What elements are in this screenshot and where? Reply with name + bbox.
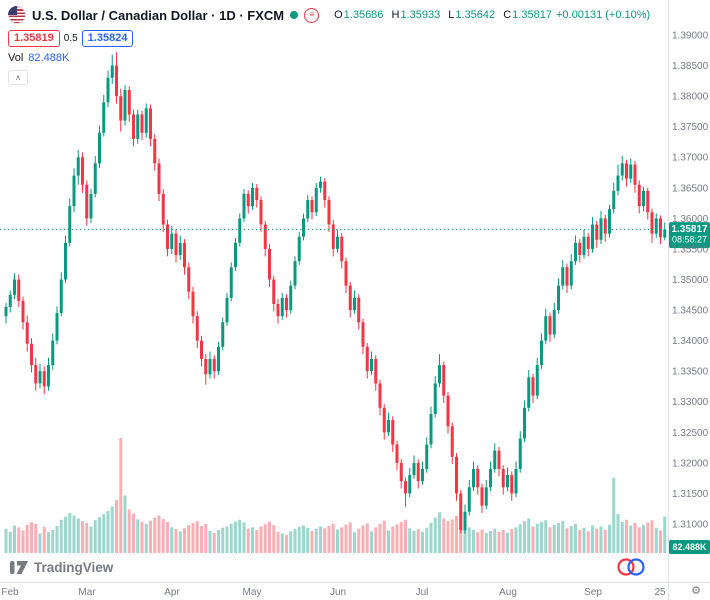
svg-text:1.38000: 1.38000 [672, 92, 709, 103]
bid-ask-row: 1.35819 0.5 1.35824 [8, 29, 650, 47]
svg-text:1.35000: 1.35000 [672, 275, 709, 286]
symbol-menu-icon[interactable]: ≡ [304, 7, 320, 23]
chart-legend: U.S. Dollar / Canadian Dollar · 1D · FXC… [8, 5, 650, 85]
change-value: +0.00131 (+0.10%) [556, 9, 651, 21]
svg-text:1.33000: 1.33000 [672, 397, 709, 408]
svg-text:1.37000: 1.37000 [672, 153, 709, 164]
bar-countdown: 08:58:27 [672, 235, 707, 245]
svg-text:1.39000: 1.39000 [672, 31, 709, 42]
tradingview-wordmark: TradingView [34, 559, 114, 575]
svg-text:Mar: Mar [78, 587, 96, 598]
ohlc-readout: O1.35686 H1.35933 L1.35642 C1.35817 +0.0… [329, 9, 650, 21]
low-value: 1.35642 [455, 9, 496, 21]
svg-text:1.34000: 1.34000 [672, 336, 709, 347]
svg-text:Apr: Apr [164, 587, 180, 598]
spread-value: 0.5 [63, 32, 78, 44]
svg-text:1.35500: 1.35500 [672, 244, 709, 255]
volume-legend: Vol 82.488K [8, 52, 650, 64]
svg-text:May: May [243, 587, 262, 598]
svg-text:Feb: Feb [1, 587, 19, 598]
symbol-title[interactable]: U.S. Dollar / Canadian Dollar · 1D · FXC… [32, 7, 285, 23]
volume-label: Vol [8, 52, 24, 64]
svg-text:1.36000: 1.36000 [672, 214, 709, 225]
svg-text:1.31500: 1.31500 [672, 489, 709, 500]
svg-text:1.36500: 1.36500 [672, 183, 709, 194]
high-value: 1.35933 [400, 9, 441, 21]
svg-text:1.38500: 1.38500 [672, 61, 709, 72]
volume-value: 82.488K [28, 52, 70, 64]
close-label: C [503, 9, 512, 21]
svg-text:1.33500: 1.33500 [672, 367, 709, 378]
low-label: L [448, 9, 455, 21]
volume-badge [669, 540, 710, 554]
svg-text:Aug: Aug [499, 587, 517, 598]
bid-price-button[interactable]: 1.35819 [8, 29, 60, 47]
tradingview-mark-icon [10, 561, 28, 574]
volume-badge-value: 82.488K [672, 542, 707, 552]
svg-text:1.34500: 1.34500 [672, 306, 709, 317]
open-label: O [334, 9, 343, 21]
market-status-dot-icon [290, 11, 299, 19]
svg-text:25: 25 [654, 587, 666, 598]
svg-text:Sep: Sep [584, 587, 602, 598]
usd-flag-icon [8, 6, 26, 24]
svg-text:Jun: Jun [330, 587, 346, 598]
last-price-badge [669, 222, 710, 249]
time-axis[interactable]: Feb Mar Apr May Jun Jul Aug Sep 25 [0, 582, 710, 599]
ask-price-button[interactable]: 1.35824 [81, 29, 134, 47]
high-label: H [391, 9, 400, 21]
chart-settings-icon[interactable]: ⚙ [691, 585, 701, 597]
volume-bars [4, 438, 667, 553]
svg-text:1.37500: 1.37500 [672, 122, 709, 133]
svg-text:1.32500: 1.32500 [672, 428, 709, 439]
svg-text:Jul: Jul [416, 587, 429, 598]
tradingview-logo[interactable]: TradingView [10, 558, 113, 576]
chevron-up-icon: ∧ [15, 73, 21, 82]
open-value: 1.35686 [343, 9, 384, 21]
svg-text:1.32000: 1.32000 [672, 458, 709, 469]
candlesticks [4, 52, 667, 534]
close-value: 1.35817 [512, 9, 552, 21]
data-provider-logo-icon[interactable] [616, 556, 648, 583]
price-axis[interactable]: 1.39000 1.38500 1.38000 1.37500 1.37000 1.365… [668, 0, 709, 600]
collapse-legend-button[interactable]: ∧ [8, 70, 28, 85]
last-price-value: 1.35817 [671, 224, 708, 235]
svg-text:1.31000: 1.31000 [672, 520, 709, 531]
